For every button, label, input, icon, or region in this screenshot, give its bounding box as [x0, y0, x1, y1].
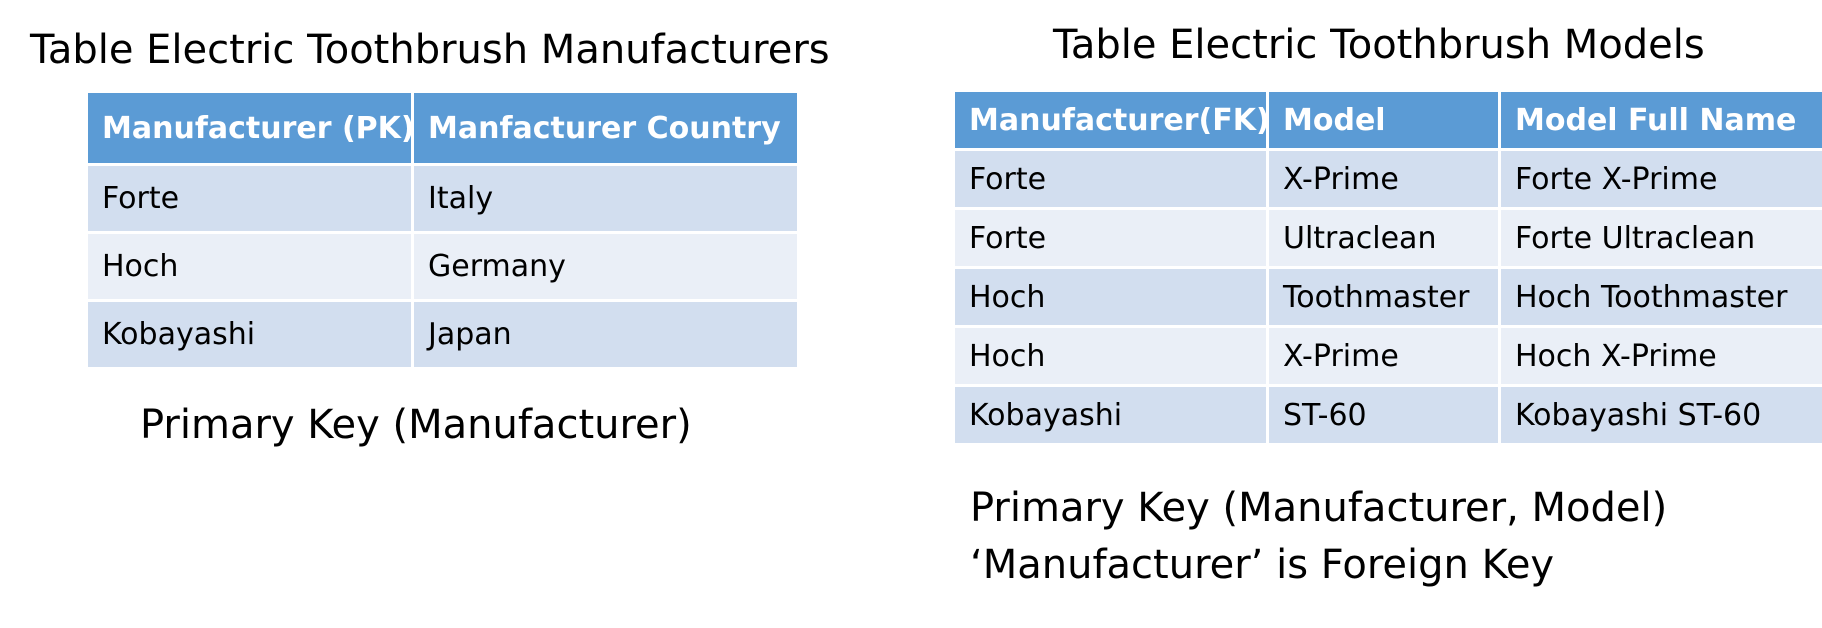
- column-header-manufacturer-fk: Manufacturer(FK): [952, 89, 1269, 151]
- models-table: Manufacturer(FK) Model Model Full Name F…: [952, 89, 1822, 446]
- table-cell: Japan: [411, 299, 800, 370]
- table-cell: Forte Ultraclean: [1498, 207, 1822, 269]
- table-row: Kobayashi ST-60 Kobayashi ST-60: [952, 384, 1822, 446]
- table-row: Forte Ultraclean Forte Ultraclean: [952, 207, 1822, 269]
- table-cell: Kobayashi: [952, 384, 1269, 446]
- table-cell: X-Prime: [1266, 325, 1501, 387]
- table-row: Forte X-Prime Forte X-Prime: [952, 148, 1822, 210]
- table-header-row: Manufacturer (PK) Manfacturer Country: [85, 90, 800, 166]
- table-cell: Forte: [952, 207, 1269, 269]
- table-header-row: Manufacturer(FK) Model Model Full Name: [952, 89, 1822, 151]
- table-cell: Toothmaster: [1266, 266, 1501, 328]
- table-row: Forte Italy: [85, 163, 800, 234]
- table-row: Hoch Germany: [85, 231, 800, 302]
- table-cell: Forte: [85, 163, 414, 234]
- table-cell: Hoch: [952, 266, 1269, 328]
- manufacturers-primary-key-note: Primary Key (Manufacturer): [140, 402, 692, 448]
- table-cell: Ultraclean: [1266, 207, 1501, 269]
- table-row: Hoch X-Prime Hoch X-Prime: [952, 325, 1822, 387]
- table-cell: Kobayashi: [85, 299, 414, 370]
- table-cell: Germany: [411, 231, 800, 302]
- table-cell: Kobayashi ST-60: [1498, 384, 1822, 446]
- table-cell: Italy: [411, 163, 800, 234]
- column-header-manufacturer-country: Manfacturer Country: [411, 90, 800, 166]
- table-row: Hoch Toothmaster Hoch Toothmaster: [952, 266, 1822, 328]
- models-table-title: Table Electric Toothbrush Models: [1053, 22, 1705, 68]
- table-cell: ST-60: [1266, 384, 1501, 446]
- table-row: Kobayashi Japan: [85, 299, 800, 370]
- table-cell: Hoch X-Prime: [1498, 325, 1822, 387]
- manufacturers-table: Manufacturer (PK) Manfacturer Country Fo…: [85, 90, 800, 370]
- models-primary-key-note: Primary Key (Manufacturer, Model): [970, 485, 1668, 531]
- table-cell: Hoch: [952, 325, 1269, 387]
- models-foreign-key-note: ‘Manufacturer’ is Foreign Key: [970, 542, 1555, 588]
- column-header-manufacturer-pk: Manufacturer (PK): [85, 90, 414, 166]
- manufacturers-table-title: Table Electric Toothbrush Manufacturers: [30, 27, 830, 73]
- table-cell: X-Prime: [1266, 148, 1501, 210]
- table-cell: Forte X-Prime: [1498, 148, 1822, 210]
- table-cell: Hoch Toothmaster: [1498, 266, 1822, 328]
- column-header-model-full-name: Model Full Name: [1498, 89, 1822, 151]
- table-cell: Hoch: [85, 231, 414, 302]
- table-cell: Forte: [952, 148, 1269, 210]
- column-header-model: Model: [1266, 89, 1501, 151]
